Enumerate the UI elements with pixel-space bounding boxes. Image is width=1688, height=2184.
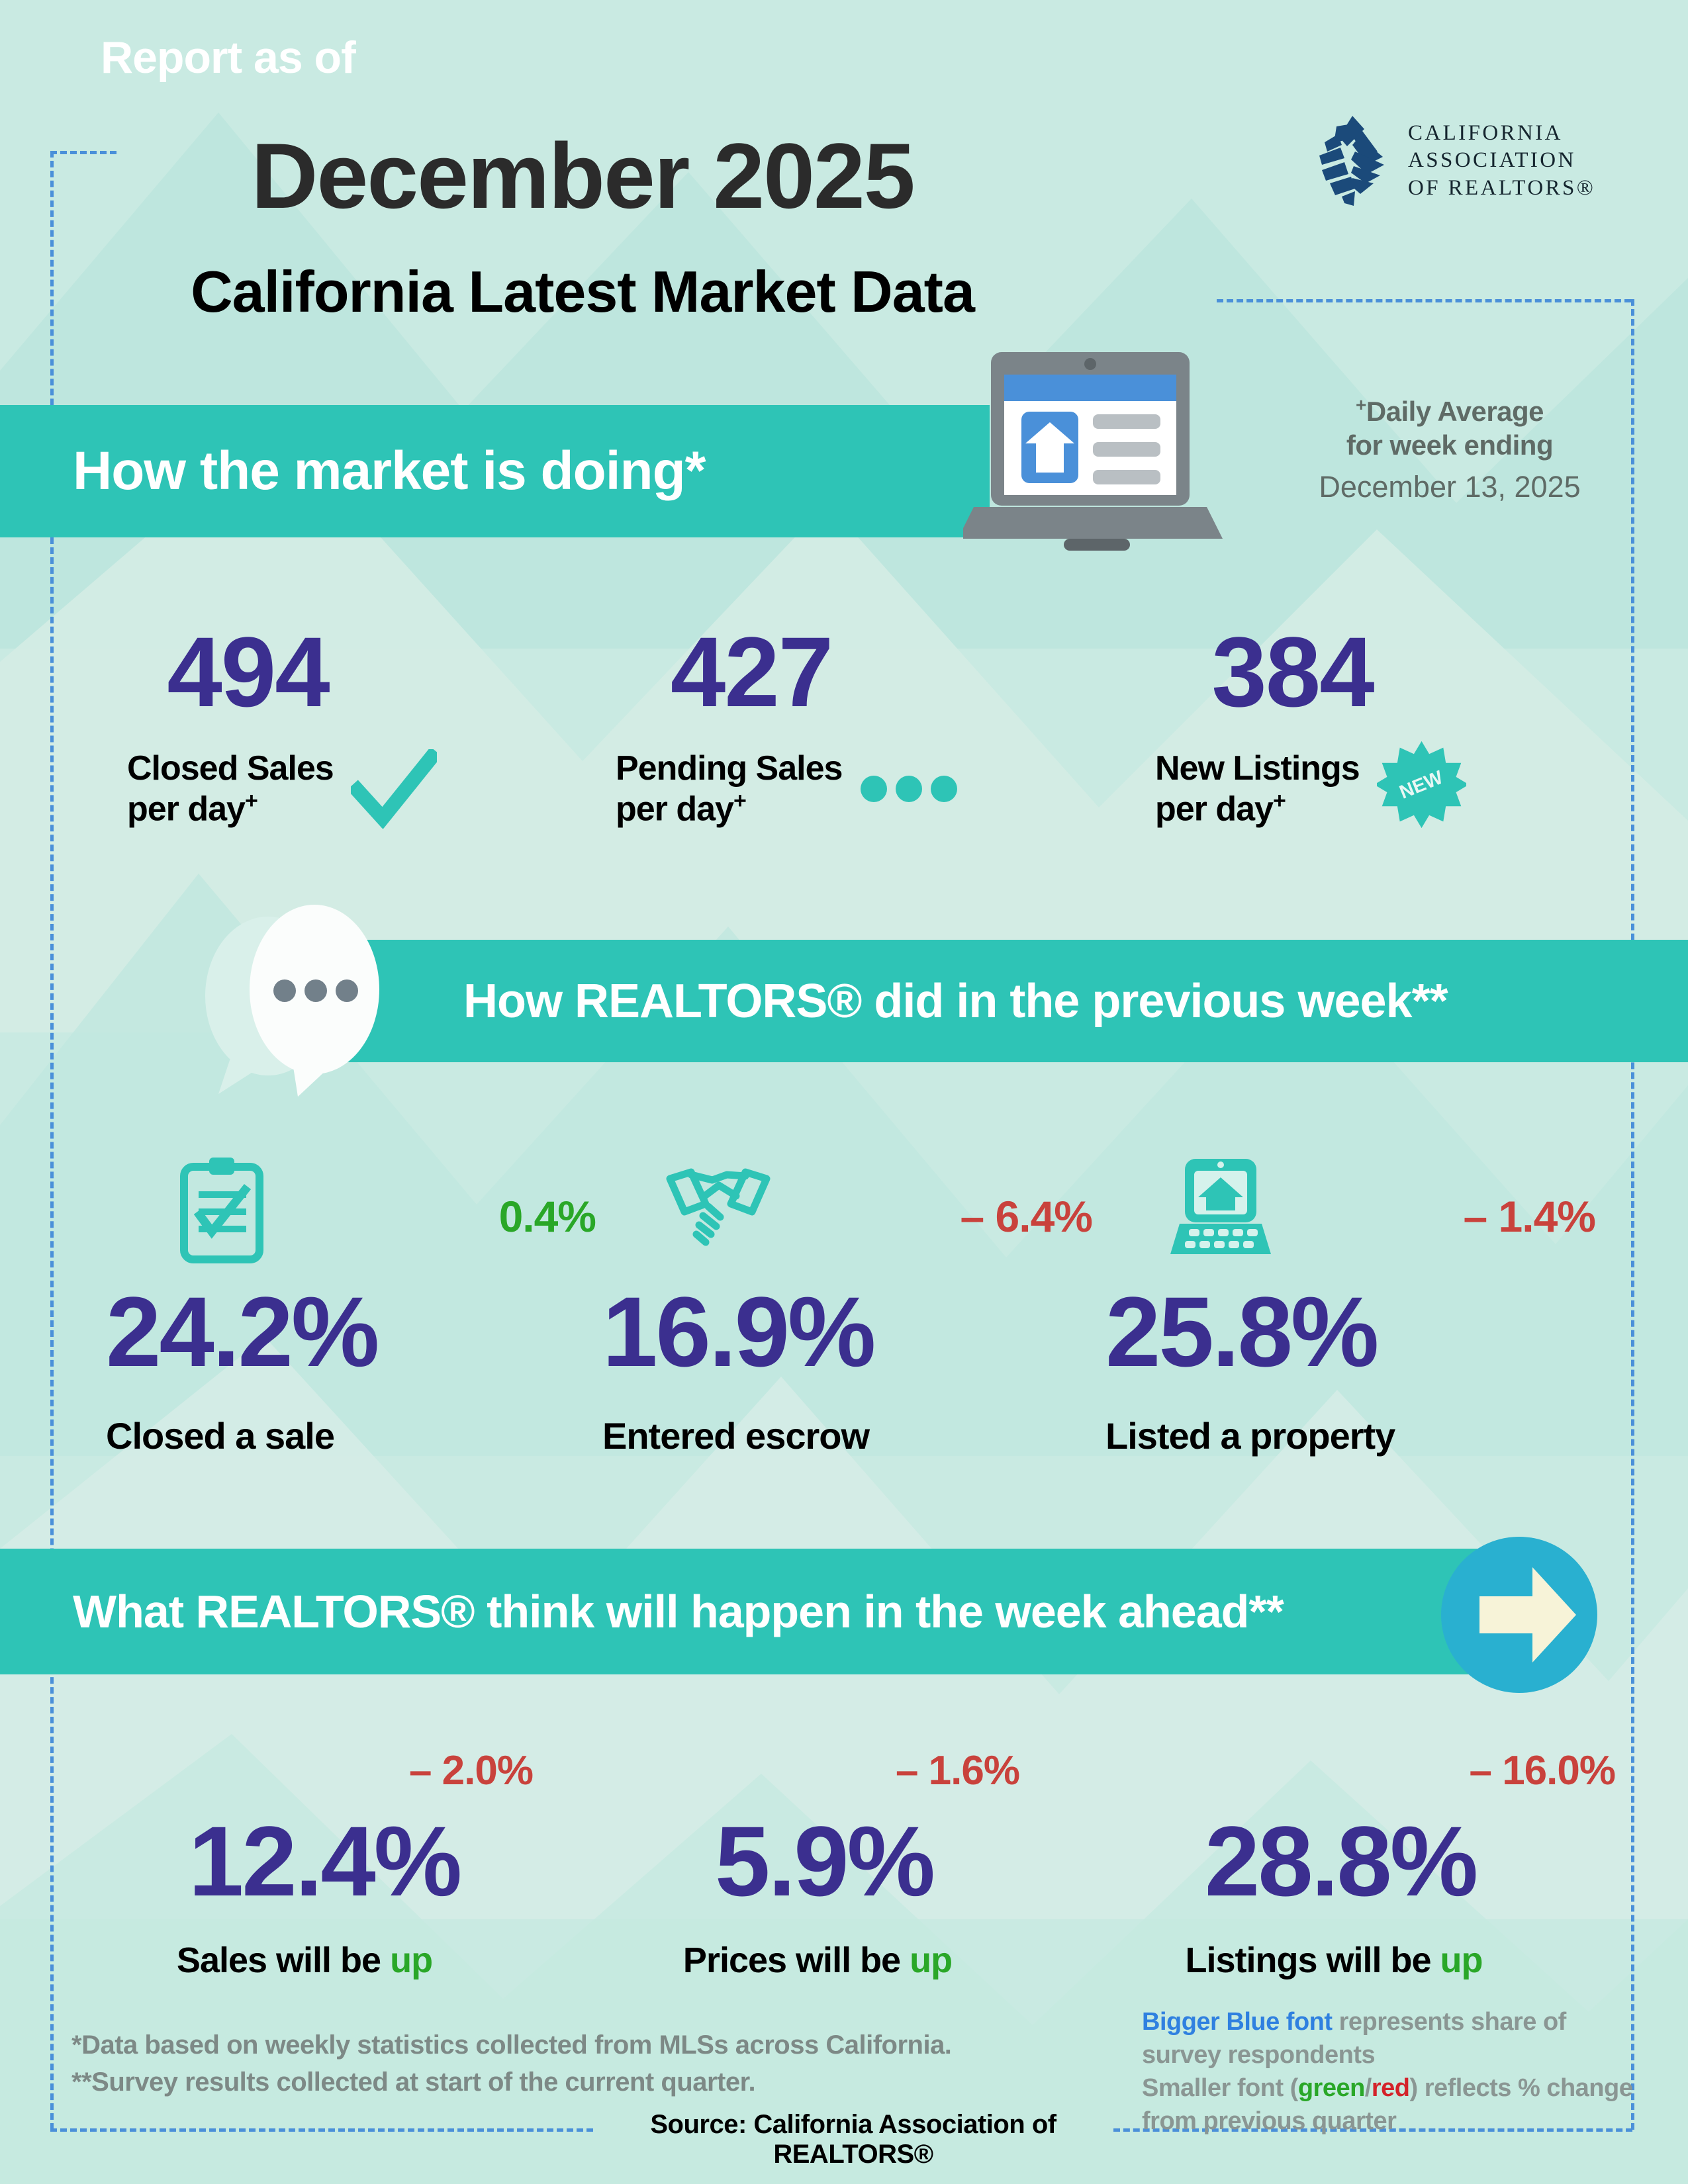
daily-average-note: +Daily Average for week ending December … — [1278, 394, 1622, 504]
week-ahead-listings-delta: – 16.0% — [1469, 1748, 1616, 1794]
week-ahead-listings-value: 28.8% — [1204, 1805, 1478, 1917]
week-ahead-sales-caption-prefix: Sales will be — [176, 1940, 391, 1980]
prev-week-closed-a-sale: 0.4% 24.2% Closed a sale — [93, 1155, 635, 1457]
frame-border-top-right — [1217, 299, 1631, 302]
stat-pending-sales-label-line2: per day — [616, 790, 734, 829]
daily-note-date: December 13, 2025 — [1319, 470, 1581, 504]
banner-previous-week-label: How REALTORS® did in the previous week** — [463, 974, 1448, 1028]
three-dots-icon — [861, 776, 958, 803]
car-logo-diamond-icon — [1319, 116, 1384, 206]
stat-new-listings: 384 New Listings per day+ NEW — [1059, 622, 1575, 829]
stat-pending-sales-marker: + — [733, 788, 747, 814]
banner-week-ahead: What REALTORS® think will happen in the … — [0, 1549, 1509, 1674]
stat-new-listings-label-line1: New Listings — [1155, 749, 1360, 788]
week-ahead-listings: – 16.0% 28.8% Listings will be up — [1086, 1747, 1628, 1981]
week-ahead-sales-value: 12.4% — [188, 1805, 462, 1917]
legend-blue-text: Bigger Blue font — [1142, 2008, 1333, 2036]
prev-week-closed-caption: Closed a sale — [106, 1415, 335, 1457]
prev-week-listed-value: 25.8% — [1105, 1276, 1379, 1387]
week-ahead-listings-caption-prefix: Listings will be — [1185, 1940, 1440, 1980]
footnote-line2: **Survey results collected at start of t… — [71, 2068, 756, 2097]
car-logo: CALIFORNIA ASSOCIATION OF REALTORS® — [1314, 111, 1605, 210]
check-icon — [350, 749, 437, 829]
week-ahead-listings-caption-highlight: up — [1440, 1940, 1483, 1980]
banner-how-the-market-is-doing: How the market is doing* — [0, 405, 990, 537]
week-ahead-sales: – 2.0% 12.4% Sales will be up — [76, 1747, 619, 1981]
frame-border-bottom-right — [1113, 2128, 1632, 2132]
banner-week-ahead-label: What REALTORS® think will happen in the … — [73, 1586, 1284, 1637]
prev-week-closed-value: 24.2% — [106, 1276, 379, 1387]
daily-note-marker: + — [1355, 394, 1366, 415]
banner-market-label: How the market is doing* — [73, 441, 706, 501]
prev-week-entered-escrow: – 6.4% 16.9% Entered escrow — [589, 1155, 1132, 1457]
stat-new-listings-label-line2: per day — [1155, 790, 1274, 829]
source-line: Source: California Association of REALTO… — [650, 2110, 1056, 2169]
stat-pending-sales-label: Pending Sales per day+ — [616, 749, 843, 829]
stat-closed-sales-label-line1: Closed Sales — [127, 749, 334, 788]
stat-new-listings-value: 384 — [1211, 616, 1374, 727]
week-ahead-listings-caption: Listings will be up — [1039, 1940, 1628, 1981]
page-title: December 2025 — [251, 124, 915, 228]
clipboard-check-icon — [180, 1158, 263, 1263]
stat-closed-sales-label-line2: per day — [127, 790, 246, 829]
stat-closed-sales-marker: + — [244, 788, 258, 814]
week-ahead-prices-delta: – 1.6% — [895, 1748, 1020, 1794]
prev-week-closed-delta: 0.4% — [498, 1192, 596, 1241]
stat-pending-sales-value: 427 — [670, 616, 833, 727]
legend: Bigger Blue font represents share of sur… — [1142, 2005, 1645, 2138]
footnotes: *Data based on weekly statistics collect… — [71, 2026, 952, 2101]
speech-bubbles-icon — [205, 905, 379, 1097]
prev-week-listed-caption: Listed a property — [1105, 1415, 1395, 1457]
frame-border-top-left — [50, 151, 117, 154]
car-logo-line1: CALIFORNIA — [1408, 120, 1563, 145]
week-ahead-prices: – 1.6% 5.9% Prices will be up — [583, 1747, 1125, 1981]
banner-previous-week: How REALTORS® did in the previous week** — [245, 940, 1688, 1062]
frame-border-bottom-left — [50, 2128, 593, 2132]
week-ahead-prices-caption-highlight: up — [910, 1940, 953, 1980]
daily-note-line1: Daily Average — [1366, 396, 1544, 427]
frame-border-right — [1631, 299, 1634, 2130]
laptop-house-icon — [1170, 1159, 1271, 1254]
week-ahead-prices-caption: Prices will be up — [510, 1940, 1125, 1981]
prev-week-escrow-value: 16.9% — [602, 1276, 876, 1387]
week-ahead-sales-caption-highlight: up — [390, 1940, 433, 1980]
week-ahead-prices-value: 5.9% — [715, 1805, 935, 1917]
handshake-icon — [666, 1168, 771, 1246]
week-ahead-sales-caption: Sales will be up — [0, 1940, 619, 1981]
legend-green-text: green — [1297, 2074, 1365, 2103]
car-logo-line2: ASSOCIATION — [1408, 148, 1576, 173]
stat-new-listings-label: New Listings per day+ — [1155, 749, 1360, 829]
prev-week-listed-a-property: – 1.4% 25.8% Listed a property — [1092, 1155, 1635, 1457]
stat-closed-sales-label: Closed Sales per day+ — [127, 749, 334, 829]
frame-border-left — [50, 151, 54, 2130]
legend-slash: / — [1364, 2074, 1372, 2103]
legend-red-text: red — [1371, 2074, 1410, 2103]
stat-closed-sales-value: 494 — [167, 616, 330, 727]
stat-closed-sales: 494 Closed Sales per day+ — [21, 622, 538, 829]
stat-new-listings-marker: + — [1272, 788, 1286, 814]
stat-pending-sales: 427 Pending Sales per day+ — [523, 622, 1039, 829]
laptop-listing-icon — [963, 352, 1223, 551]
legend-smaller-suffix: ) reflects % change from previous quarte… — [1142, 2074, 1633, 2136]
car-logo-text: CALIFORNIA ASSOCIATION OF REALTORS® — [1408, 120, 1595, 203]
page-subtitle: California Latest Market Data — [191, 259, 975, 324]
legend-after-blue: represents share of survey respondents — [1142, 2008, 1566, 2070]
legend-smaller-prefix: Smaller font ( — [1142, 2074, 1298, 2103]
prev-week-escrow-caption: Entered escrow — [602, 1415, 870, 1457]
stat-pending-sales-label-line1: Pending Sales — [616, 749, 843, 788]
footnote-line1: *Data based on weekly statistics collect… — [71, 2030, 952, 2060]
week-ahead-sales-delta: – 2.0% — [408, 1748, 534, 1794]
week-ahead-prices-caption-prefix: Prices will be — [682, 1940, 910, 1980]
new-badge-icon: NEW — [1376, 741, 1466, 829]
daily-note-line2: for week ending — [1346, 430, 1554, 461]
prev-week-escrow-delta: – 6.4% — [960, 1192, 1093, 1241]
prev-week-listed-delta: – 1.4% — [1463, 1192, 1596, 1241]
arrow-right-icon — [1441, 1537, 1597, 1693]
report-as-of-label: Report as of — [101, 32, 356, 83]
car-logo-line3: OF REALTORS® — [1408, 175, 1596, 200]
